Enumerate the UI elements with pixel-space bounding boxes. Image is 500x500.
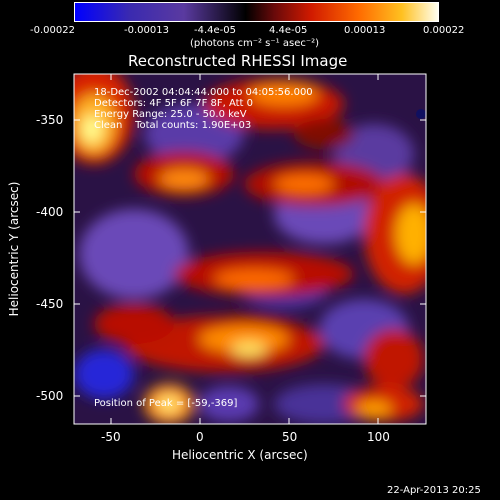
annotation-detectors: Detectors: 4F 5F 6F 7F 8F, Att 0 <box>94 98 254 109</box>
annotation-time-range: 18-Dec-2002 04:04:44.000 to 04:05:56.000 <box>94 87 313 98</box>
y-tick-label: -400 <box>36 205 64 219</box>
y-tick-label: -450 <box>36 297 64 311</box>
colorbar <box>74 2 439 22</box>
colorbar-tick-label: 0.00013 <box>344 25 386 36</box>
y-tick-label: -500 <box>36 389 64 403</box>
plot-title: Reconstructed RHESSI Image <box>128 52 348 70</box>
x-tick-label: 0 <box>196 430 204 444</box>
colorbar-tick-label: -0.00022 <box>30 25 75 36</box>
colorbar-tick-label: -0.00013 <box>124 25 169 36</box>
footer-timestamp: 22-Apr-2013 20:25 <box>387 485 481 496</box>
rhessi-image <box>74 74 426 424</box>
x-tick-label: -50 <box>101 430 121 444</box>
annotation-peak: Position of Peak = [-59,-369] <box>94 398 238 409</box>
rhessi-map <box>74 74 426 424</box>
x-axis-label: Heliocentric X (arcsec) <box>172 448 308 462</box>
colorbar-tick-label: -4.4e-05 <box>194 25 236 36</box>
colorbar-units: (photons cm⁻² s⁻¹ asec⁻²) <box>190 38 320 49</box>
x-tick-label: 50 <box>282 430 298 444</box>
colorbar-tick-label: 4.4e-05 <box>269 25 308 36</box>
y-tick-label: -350 <box>36 113 64 127</box>
annotation-clean: Clean Total counts: 1.90E+03 <box>94 120 252 131</box>
peak-marker <box>416 109 426 119</box>
colorbar-tick-label: 0.00022 <box>423 25 465 36</box>
annotation-energy: Energy Range: 25.0 - 50.0 keV <box>94 109 247 120</box>
y-axis-label: Heliocentric Y (arcsec) <box>7 181 21 317</box>
x-tick-label: 100 <box>367 430 390 444</box>
